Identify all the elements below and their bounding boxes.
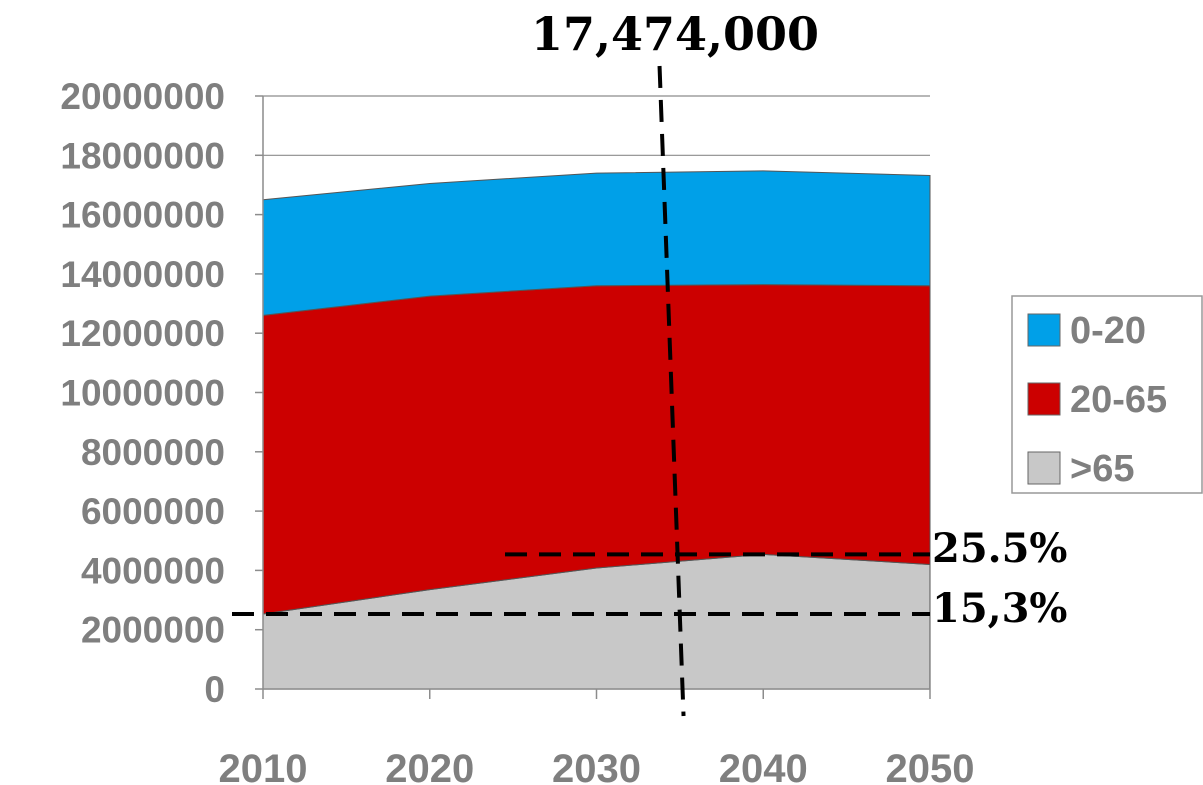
- x-tick-label: 2020: [385, 747, 474, 785]
- legend-swatch-0-20: [1027, 313, 1061, 347]
- stacked-areas: [262, 170, 931, 690]
- y-tick-label: 10000000: [60, 373, 225, 414]
- legend-swatch-20-65: [1027, 382, 1061, 416]
- y-tick-label: 0: [204, 669, 225, 710]
- y-tick-label: 2000000: [81, 610, 225, 651]
- y-tick-label: 8000000: [81, 432, 225, 473]
- legend-item-over-65: >65: [1027, 448, 1134, 490]
- y-tick-label: 16000000: [60, 195, 225, 236]
- y-tick-label: 6000000: [81, 491, 225, 532]
- legend-item-20-65: 20-65: [1027, 379, 1167, 421]
- legend-label-20-65: 20-65: [1070, 379, 1167, 421]
- legend-label-over-65: >65: [1070, 448, 1134, 490]
- x-tick-labels: 2010 2020 2030 2040 2050: [219, 747, 975, 785]
- x-tick-label: 2010: [219, 747, 308, 785]
- legend-item-0-20: 0-20: [1027, 310, 1146, 352]
- y-tick-label: 20000000: [60, 76, 225, 117]
- y-tick-label: 12000000: [60, 313, 225, 354]
- axes: [255, 95, 931, 699]
- area-series-0-20: [262, 170, 931, 316]
- y-tick-label: 4000000: [81, 550, 225, 591]
- vertical-guide-line: [657, 65, 686, 717]
- legend-label-0-20: 0-20: [1070, 310, 1146, 352]
- y-tick-label: 18000000: [60, 135, 225, 176]
- y-tick-labels: 0 2000000 4000000 6000000 8000000 10000000 120…: [60, 76, 225, 710]
- legend-swatch-over-65: [1027, 451, 1061, 485]
- x-tick-label: 2050: [886, 747, 975, 785]
- pct-2010-annotation: 15,3%: [932, 585, 1067, 632]
- pct-2040-annotation: 25.5%: [932, 525, 1067, 572]
- legend: 0-20 20-65 >65: [1011, 295, 1203, 494]
- annotation-labels: 17,474,000 25.5% 15,3%: [531, 7, 1067, 632]
- x-tick-label: 2040: [719, 747, 808, 785]
- y-tick-label: 14000000: [60, 254, 225, 295]
- annotation-guides: [232, 65, 930, 717]
- x-tick-label: 2030: [552, 747, 641, 785]
- total-annotation: 17,474,000: [531, 7, 819, 61]
